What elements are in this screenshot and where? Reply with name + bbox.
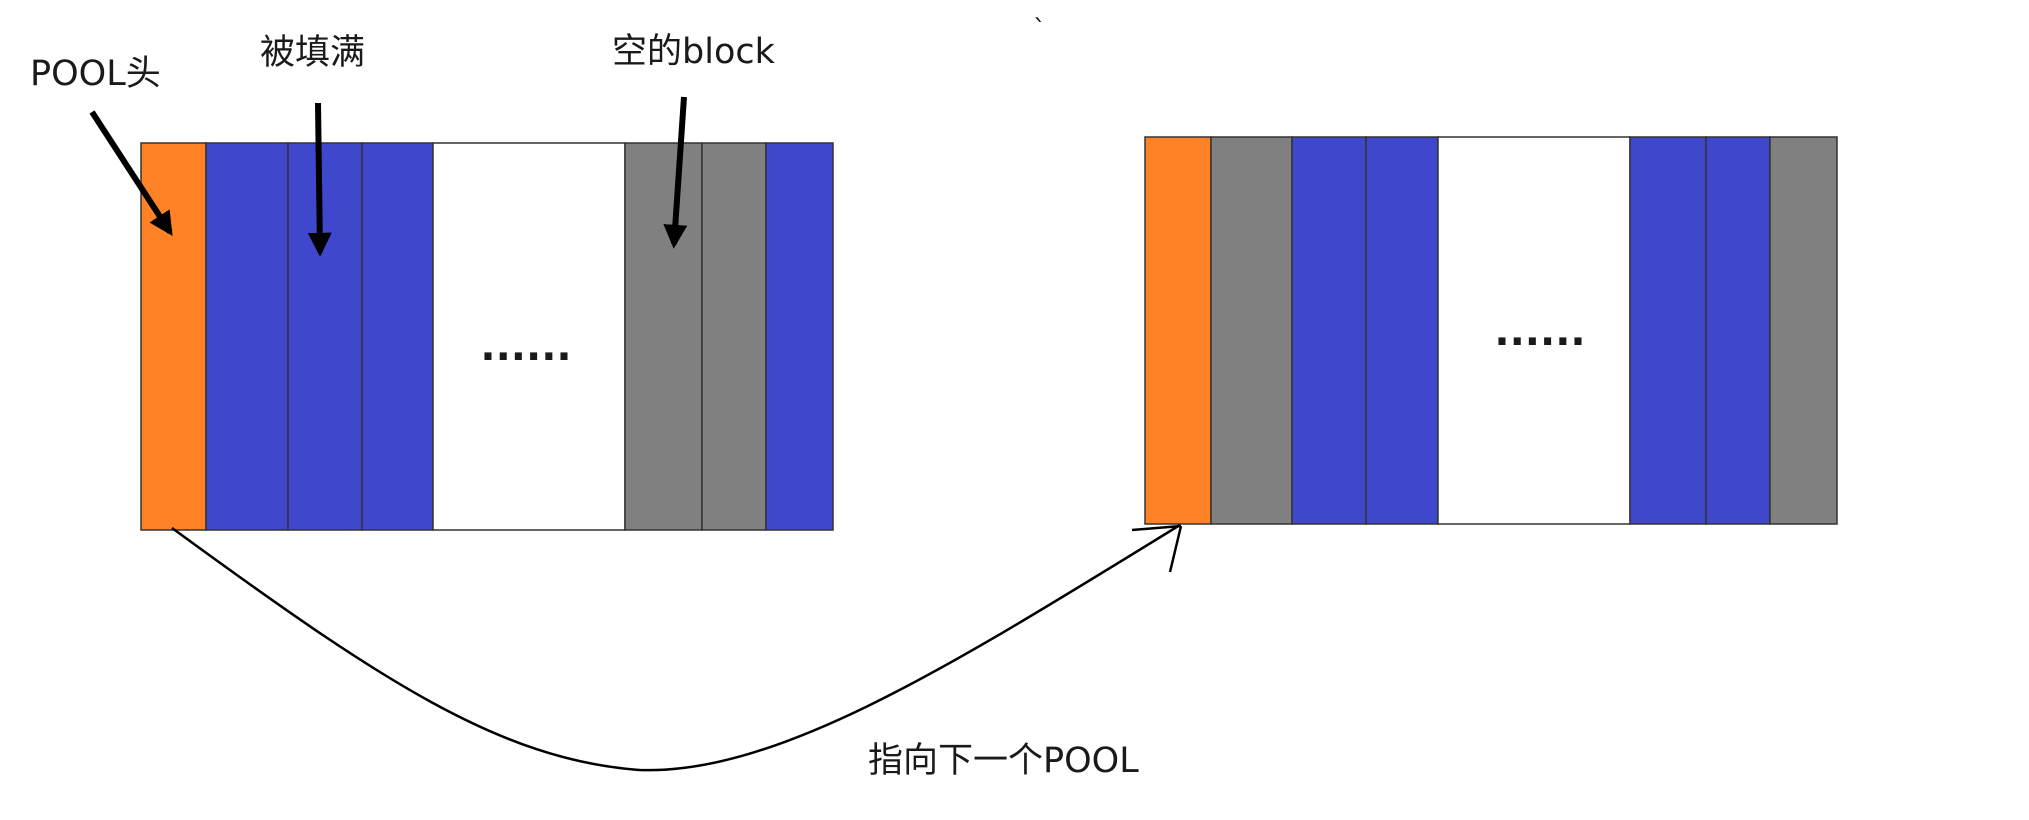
pool-2-filled-block-4 xyxy=(1706,137,1770,524)
pool-1-empty-block-1 xyxy=(625,143,702,530)
empty-block-label: 空的block xyxy=(612,32,776,72)
pool-2: ...... xyxy=(1145,137,1837,524)
pool-2-ellipsis: ...... xyxy=(1494,309,1585,355)
pool-1-filled-block-2 xyxy=(288,143,362,530)
pool-1-filled-block-3 xyxy=(362,143,433,530)
pool-2-empty-block-1 xyxy=(1211,137,1292,524)
pool-1: ...... xyxy=(141,143,833,530)
pool-2-empty-block-2 xyxy=(1770,137,1837,524)
pool-2-filled-block-3 xyxy=(1630,137,1706,524)
pool-head-label: POOL头 xyxy=(30,54,161,94)
pool-1-empty-block-2 xyxy=(702,143,766,530)
pool-2-header-block xyxy=(1145,137,1211,524)
filled-label: 被填满 xyxy=(260,33,365,73)
pool-2-filled-block-2 xyxy=(1366,137,1438,524)
tick-mark: ` xyxy=(1033,15,1046,45)
pool-2-filled-block-1 xyxy=(1292,137,1366,524)
pool-1-ellipsis: ...... xyxy=(480,324,571,370)
next-pool-link-curve xyxy=(172,525,1180,770)
filled-arrow xyxy=(318,103,320,252)
pool-1-filled-block-4 xyxy=(766,143,833,530)
pool-1-filled-block-1 xyxy=(206,143,288,530)
next-pool-label: 指向下一个POOL xyxy=(868,741,1139,781)
